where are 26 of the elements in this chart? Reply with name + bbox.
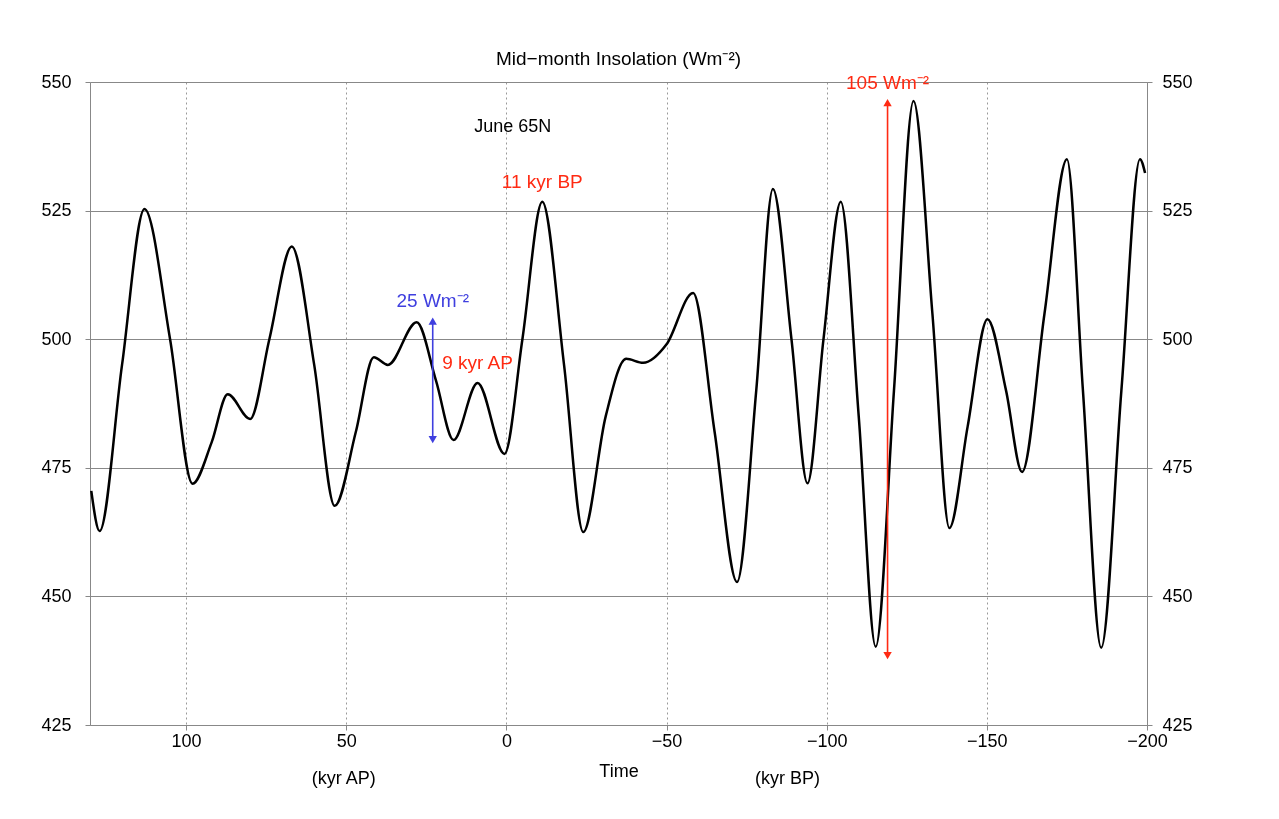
x-tick-label: 0 <box>501 730 512 751</box>
x-tick-label: 100 <box>171 730 202 751</box>
annotation: 11 kyr BP <box>501 170 583 192</box>
x-tick-label: 50 <box>336 730 357 751</box>
annotation: 25 Wm⁻² <box>396 290 469 312</box>
annotation: 9 kyr AP <box>442 351 513 373</box>
y-tick-label: 550 <box>41 71 72 92</box>
x-tick-label: −150 <box>967 730 1008 751</box>
y-tick-label: 475 <box>41 457 72 478</box>
annotation: 105 Wm⁻² <box>846 71 930 93</box>
y2-tick-label: 450 <box>1162 585 1193 606</box>
text: (kyr BP) <box>755 768 821 788</box>
y-tick-label: 525 <box>41 200 72 221</box>
y2-tick-label: 475 <box>1162 457 1193 478</box>
x-axis-title: Time <box>599 760 639 781</box>
x-tick-label: −100 <box>806 730 848 751</box>
x-tick-label: −50 <box>651 730 683 751</box>
y-tick-label: 425 <box>41 714 72 735</box>
annotation: June 65N <box>474 116 552 137</box>
y2-tick-label: 550 <box>1162 71 1193 92</box>
y2-tick-label: 500 <box>1162 328 1193 349</box>
chart-title: Mid−month Insolation (Wm⁻²) <box>495 48 742 69</box>
y2-tick-label: 525 <box>1162 200 1193 221</box>
y-tick-label: 500 <box>41 328 72 349</box>
text: (kyr AP) <box>311 768 376 788</box>
y-tick-label: 450 <box>41 585 72 606</box>
